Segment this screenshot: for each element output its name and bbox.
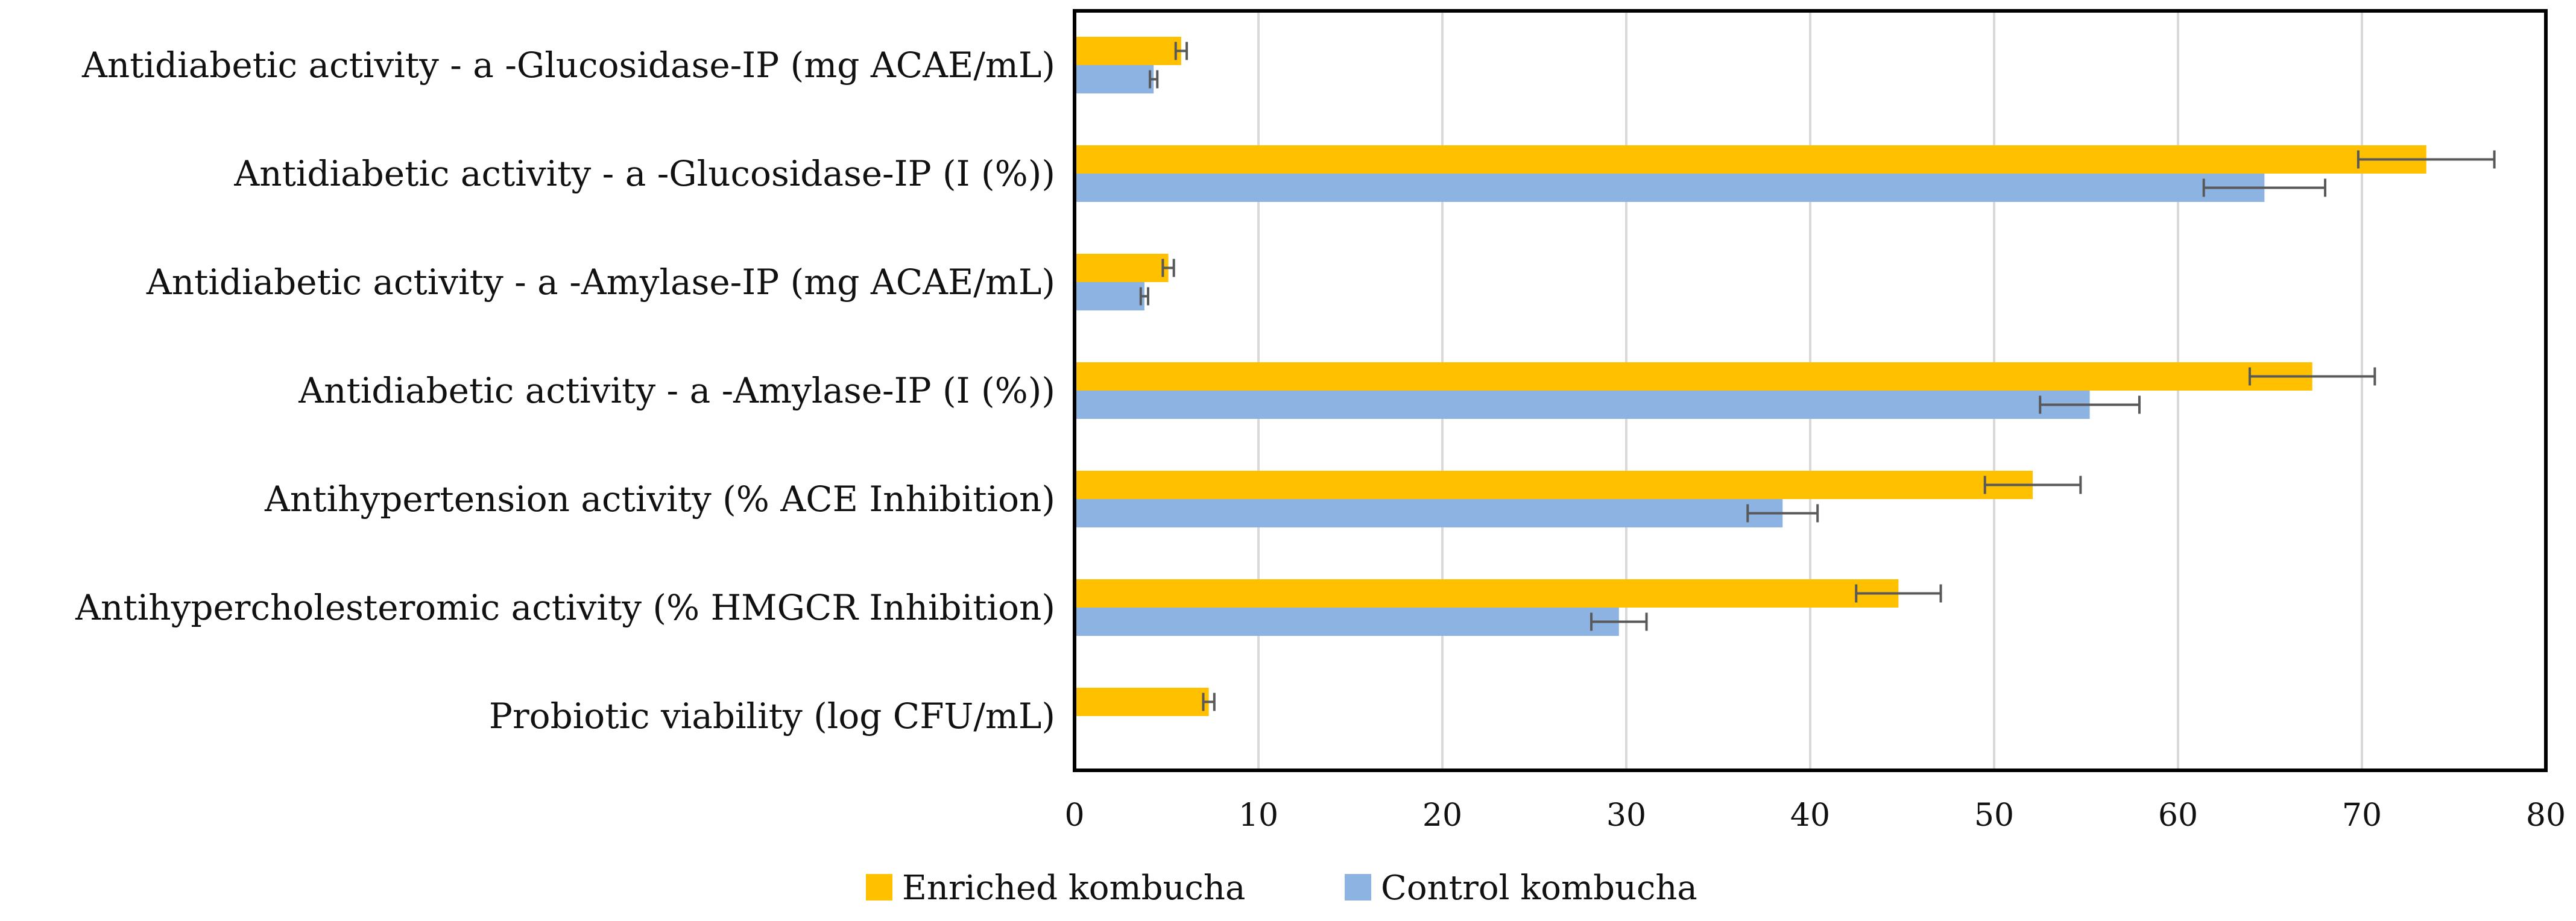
category-label-5: Antihypercholesteromic activity (% HMGCR… (75, 587, 1055, 628)
bar-enriched-5 (1075, 579, 1899, 608)
plot-frame (1073, 9, 2548, 772)
bar-control-0 (1075, 65, 1154, 93)
category-label-2: Antidiabetic activity - a -Amylase-IP (m… (146, 262, 1055, 303)
category-label-4: Antihypertension activity (% ACE Inhibit… (264, 479, 1055, 520)
legend-swatch-enriched (866, 874, 892, 901)
x-tick-label-0: 0 (1064, 797, 1084, 834)
x-tick-label-20: 20 (1422, 797, 1462, 834)
category-label-6: Probiotic viability (log CFU/mL) (489, 696, 1055, 737)
bar-enriched-2 (1075, 254, 1169, 282)
legend-label-enriched: Enriched kombucha (902, 869, 1245, 908)
bar-enriched-3 (1075, 362, 2312, 391)
category-label-1: Antidiabetic activity - a -Glucosidase-I… (233, 153, 1055, 194)
bar-control-4 (1075, 499, 1783, 527)
legend-swatch-control (1345, 874, 1371, 901)
x-tick-label-30: 30 (1606, 797, 1646, 834)
x-tick-label-50: 50 (1974, 797, 2014, 834)
bar-enriched-6 (1075, 688, 1209, 716)
legend-label-control: Control kombucha (1381, 869, 1697, 908)
x-tick-label-10: 10 (1239, 797, 1278, 834)
x-tick-label-40: 40 (1790, 797, 1830, 834)
category-label-3: Antidiabetic activity - a -Amylase-IP (I… (298, 370, 1055, 411)
bar-control-5 (1075, 608, 1619, 636)
x-tick-label-60: 60 (2158, 797, 2198, 834)
x-tick-label-80: 80 (2526, 797, 2566, 834)
bar-control-3 (1075, 391, 2090, 419)
bar-enriched-1 (1075, 145, 2426, 174)
bar-control-2 (1075, 282, 1144, 310)
bar-enriched-0 (1075, 37, 1181, 65)
bar-control-1 (1075, 174, 2265, 202)
category-label-0: Antidiabetic activity - a -Glucosidase-I… (81, 45, 1055, 86)
bar-enriched-4 (1075, 471, 2033, 499)
x-tick-label-70: 70 (2342, 797, 2382, 834)
